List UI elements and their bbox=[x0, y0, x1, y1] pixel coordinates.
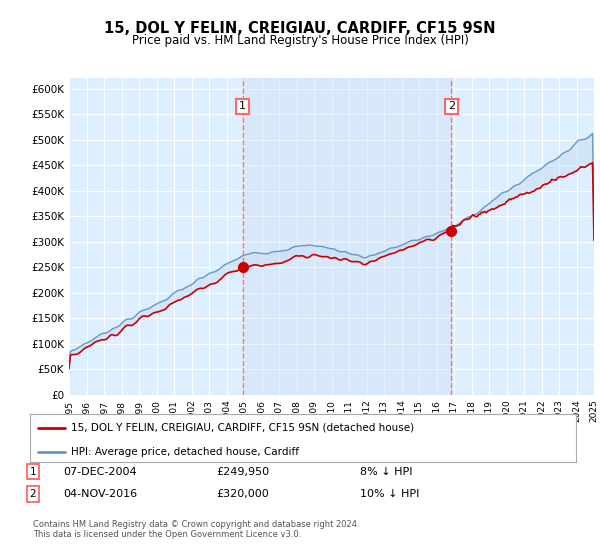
Text: £249,950: £249,950 bbox=[216, 466, 269, 477]
Text: 1: 1 bbox=[29, 466, 37, 477]
Text: 10% ↓ HPI: 10% ↓ HPI bbox=[360, 489, 419, 499]
Text: 1: 1 bbox=[239, 101, 246, 111]
Text: 8% ↓ HPI: 8% ↓ HPI bbox=[360, 466, 413, 477]
Text: 2: 2 bbox=[29, 489, 37, 499]
Text: Contains HM Land Registry data © Crown copyright and database right 2024.: Contains HM Land Registry data © Crown c… bbox=[33, 520, 359, 529]
Text: This data is licensed under the Open Government Licence v3.0.: This data is licensed under the Open Gov… bbox=[33, 530, 301, 539]
Text: 15, DOL Y FELIN, CREIGIAU, CARDIFF, CF15 9SN (detached house): 15, DOL Y FELIN, CREIGIAU, CARDIFF, CF15… bbox=[71, 423, 414, 433]
Text: 2: 2 bbox=[448, 101, 455, 111]
Text: 15, DOL Y FELIN, CREIGIAU, CARDIFF, CF15 9SN: 15, DOL Y FELIN, CREIGIAU, CARDIFF, CF15… bbox=[104, 21, 496, 36]
Text: HPI: Average price, detached house, Cardiff: HPI: Average price, detached house, Card… bbox=[71, 446, 299, 456]
Text: £320,000: £320,000 bbox=[216, 489, 269, 499]
Text: Price paid vs. HM Land Registry's House Price Index (HPI): Price paid vs. HM Land Registry's House … bbox=[131, 34, 469, 46]
Bar bbox=[242, 78, 451, 395]
Text: 07-DEC-2004: 07-DEC-2004 bbox=[63, 466, 137, 477]
Text: 04-NOV-2016: 04-NOV-2016 bbox=[63, 489, 137, 499]
